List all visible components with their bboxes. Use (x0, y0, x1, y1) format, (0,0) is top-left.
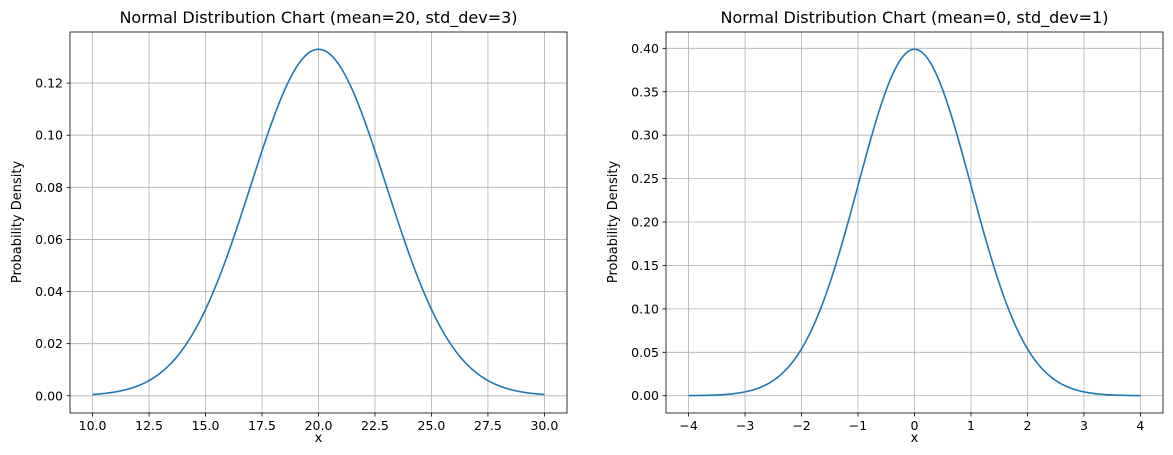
chart-1: 10.0 12.5 15.0 17.5 20.0 22.5 25.0 27.5 30.0 0.00… (10, 8, 568, 446)
chart-2-x-tick-label: −4 (679, 418, 697, 433)
chart-1-y-tick-label: 0.10 (35, 128, 63, 143)
chart-2-y-tick-label: 0.40 (631, 41, 659, 56)
chart-1-x-tick-label: 12.5 (135, 418, 163, 433)
chart-1-grid (70, 32, 567, 413)
chart-2: −4 −3 −2 −1 0 1 2 3 4 0.00 0.05 0.10 0.15 0.20 0.25 0.3… (606, 8, 1164, 446)
chart-2-y-tick-label: 0.25 (631, 171, 659, 186)
chart-1-x-tick-label: 17.5 (248, 418, 276, 433)
chart-1-xlabel: x (315, 431, 323, 446)
chart-2-x-tick-label: 4 (1136, 418, 1144, 433)
chart-1-y-tick-label: 0.04 (35, 284, 63, 299)
chart-1-y-tick-label: 0.06 (35, 232, 63, 247)
chart-1-x-tick-label: 15.0 (192, 418, 220, 433)
chart-2-x-tick-label: 3 (1080, 418, 1088, 433)
chart-1-x-tick-label: 30.0 (530, 418, 558, 433)
chart-1-y-tick-label: 0.02 (35, 336, 63, 351)
chart-2-grid (666, 32, 1163, 413)
chart-2-x-tick-label: 2 (1023, 418, 1031, 433)
chart-2-y-tick-label: 0.15 (631, 258, 659, 273)
chart-1-x-tick-label: 10.0 (79, 418, 107, 433)
chart-1-y-tick-label: 0.08 (35, 180, 63, 195)
chart-2-xlabel: x (911, 431, 919, 446)
chart-2-y-tick-label: 0.35 (631, 84, 659, 99)
chart-2-ticks: −4 −3 −2 −1 0 1 2 3 4 0.00 0.05 0.10 0.15 0.20 0.25 0.3… (631, 41, 1144, 433)
chart-1-x-tick-label: 27.5 (474, 418, 502, 433)
chart-1-series-line (92, 48, 545, 396)
chart-2-x-tick-label: −3 (736, 418, 754, 433)
chart-2-y-tick-label: 0.30 (631, 128, 659, 143)
chart-2-x-tick-label: −2 (792, 418, 810, 433)
chart-2-y-tick-label: 0.10 (631, 301, 659, 316)
chart-1-x-tick-label: 25.0 (418, 418, 446, 433)
chart-2-y-tick-label: 0.05 (631, 345, 659, 360)
chart-2-y-tick-label: 0.20 (631, 215, 659, 230)
chart-2-y-tick-label: 0.00 (631, 388, 659, 403)
chart-1-y-tick-label: 0.12 (35, 76, 63, 91)
chart-1-x-tick-label: 22.5 (361, 418, 389, 433)
chart-2-ylabel: Probability Density (606, 161, 621, 284)
chart-2-x-tick-label: −1 (849, 418, 867, 433)
chart-1-y-tick-label: 0.00 (35, 388, 63, 403)
chart-2-x-tick-label: 1 (967, 418, 975, 433)
chart-1-ylabel: Probability Density (10, 161, 25, 284)
chart-2-x-tick-label: 0 (911, 418, 919, 433)
chart-1-x-tick-label: 20.0 (305, 418, 333, 433)
chart-1-title: Normal Distribution Chart (mean=20, std_… (119, 8, 517, 28)
chart-2-series-line (688, 48, 1141, 397)
chart-2-title: Normal Distribution Chart (mean=0, std_d… (721, 8, 1109, 28)
chart-1-ticks: 10.0 12.5 15.0 17.5 20.0 22.5 25.0 27.5 30.0 0.00… (35, 76, 558, 433)
